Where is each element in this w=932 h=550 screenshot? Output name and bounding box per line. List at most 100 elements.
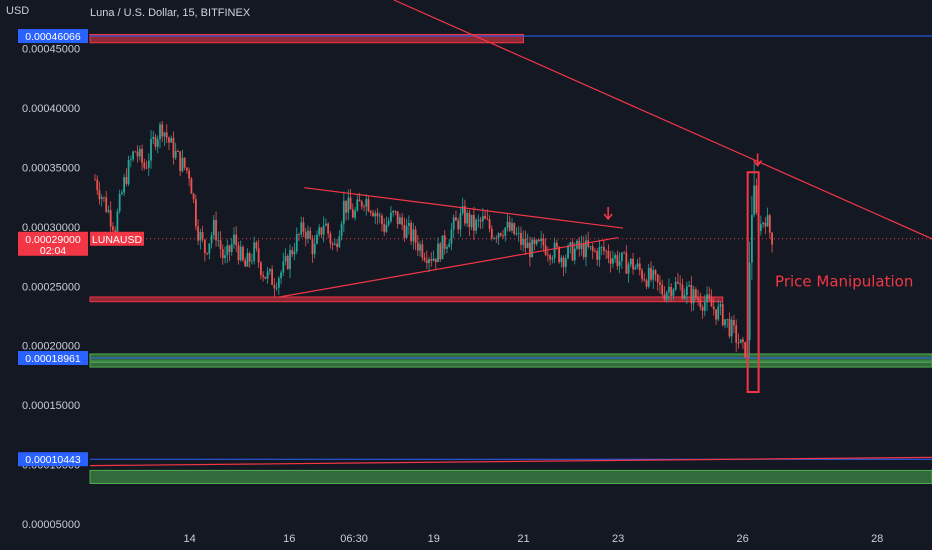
candle-222 [591, 243, 594, 260]
candle-127 [378, 212, 381, 224]
x-tick-label: 23 [612, 533, 624, 545]
candle-145 [419, 240, 421, 257]
candle-237 [625, 245, 628, 274]
candle-7 [109, 201, 112, 236]
candle-149 [428, 256, 430, 273]
trendline-2[interactable] [393, 0, 932, 240]
candle-275 [710, 289, 713, 307]
manipulation-box[interactable] [746, 171, 760, 394]
candle-143 [414, 225, 417, 251]
candle-40 [183, 157, 186, 171]
candle-247 [647, 263, 650, 289]
candle-226 [600, 245, 603, 256]
candle-107 [333, 238, 336, 246]
candle-169 [472, 207, 475, 241]
candle-170 [475, 217, 478, 234]
candle-133 [392, 210, 395, 217]
candle-176 [488, 215, 491, 233]
x-tick-label: 21 [517, 533, 529, 545]
candle-112 [345, 200, 347, 221]
candle-168 [470, 214, 473, 231]
candle-235 [620, 252, 623, 270]
candle-71 [253, 236, 256, 265]
svg-text:0.00029000: 0.00029000 [25, 234, 81, 246]
candle-288 [739, 339, 742, 344]
candle-27 [154, 133, 157, 151]
candle-73 [257, 239, 260, 268]
candle-267 [692, 285, 695, 311]
candle-79 [271, 265, 274, 286]
candle-264 [685, 281, 688, 305]
candle-250 [654, 269, 657, 282]
candle-160 [452, 214, 455, 238]
candle-42 [188, 167, 191, 187]
candle-209 [562, 255, 565, 277]
candle-97 [311, 235, 314, 263]
candle-121 [365, 194, 368, 216]
candle-81 [275, 282, 278, 291]
candle-173 [481, 208, 484, 229]
candle-78 [268, 268, 271, 276]
trendline-3[interactable] [89, 456, 932, 467]
candle-232 [614, 252, 617, 263]
candle-52 [210, 231, 213, 249]
candle-84 [282, 252, 285, 277]
candle-241 [634, 264, 637, 270]
candle-271 [701, 304, 704, 319]
zone-1[interactable] [89, 296, 724, 303]
zone-4[interactable] [89, 469, 932, 484]
candle-171 [477, 214, 480, 228]
candle-286 [735, 319, 738, 353]
candle-19 [136, 145, 139, 163]
candle-150 [430, 252, 433, 267]
down-arrow-icon[interactable] [603, 207, 613, 221]
zone-3[interactable] [89, 361, 932, 368]
symbol-tag: LUNAUSD [90, 231, 144, 246]
candle-166 [466, 209, 469, 228]
candle-131 [387, 217, 390, 227]
trendline-0[interactable] [304, 187, 624, 229]
candle-179 [495, 235, 498, 243]
candle-18 [134, 150, 137, 153]
candle-26 [152, 130, 155, 145]
x-tick-label: 28 [871, 533, 883, 545]
candle-148 [425, 250, 428, 269]
trendline-1[interactable] [279, 236, 619, 298]
candle-244 [641, 268, 643, 283]
candle-214 [573, 242, 576, 265]
candle-58 [224, 246, 226, 264]
candle-251 [656, 273, 659, 291]
candle-3 [100, 194, 103, 207]
candle-205 [553, 237, 556, 264]
candle-254 [663, 286, 666, 302]
candle-184 [506, 212, 509, 232]
candle-182 [502, 229, 504, 239]
candle-20 [138, 145, 141, 161]
candle-183 [504, 226, 507, 242]
candle-197 [535, 238, 538, 246]
zone-0[interactable] [89, 33, 524, 44]
price-level-label: 0.00018961 [18, 351, 88, 366]
candle-60 [228, 244, 231, 262]
candle-36 [174, 142, 177, 160]
candle-185 [508, 215, 511, 232]
down-arrow-icon[interactable] [752, 153, 763, 167]
candle-37 [177, 149, 179, 152]
candle-295 [755, 178, 758, 215]
candle-98 [313, 234, 316, 259]
candle-158 [448, 238, 451, 248]
candle-248 [650, 261, 652, 283]
candle-30 [161, 120, 164, 143]
candle-105 [329, 231, 332, 249]
candle-231 [611, 250, 614, 268]
candle-155 [441, 235, 444, 260]
annotation-text[interactable]: Price Manipulation [775, 272, 913, 290]
price-level-label: 0.00046066 [18, 29, 88, 44]
candle-82 [277, 276, 280, 295]
x-tick-label: 19 [428, 533, 440, 545]
candle-5 [105, 191, 108, 214]
candle-17 [132, 150, 134, 162]
candle-154 [439, 241, 442, 262]
candle-218 [582, 236, 585, 260]
